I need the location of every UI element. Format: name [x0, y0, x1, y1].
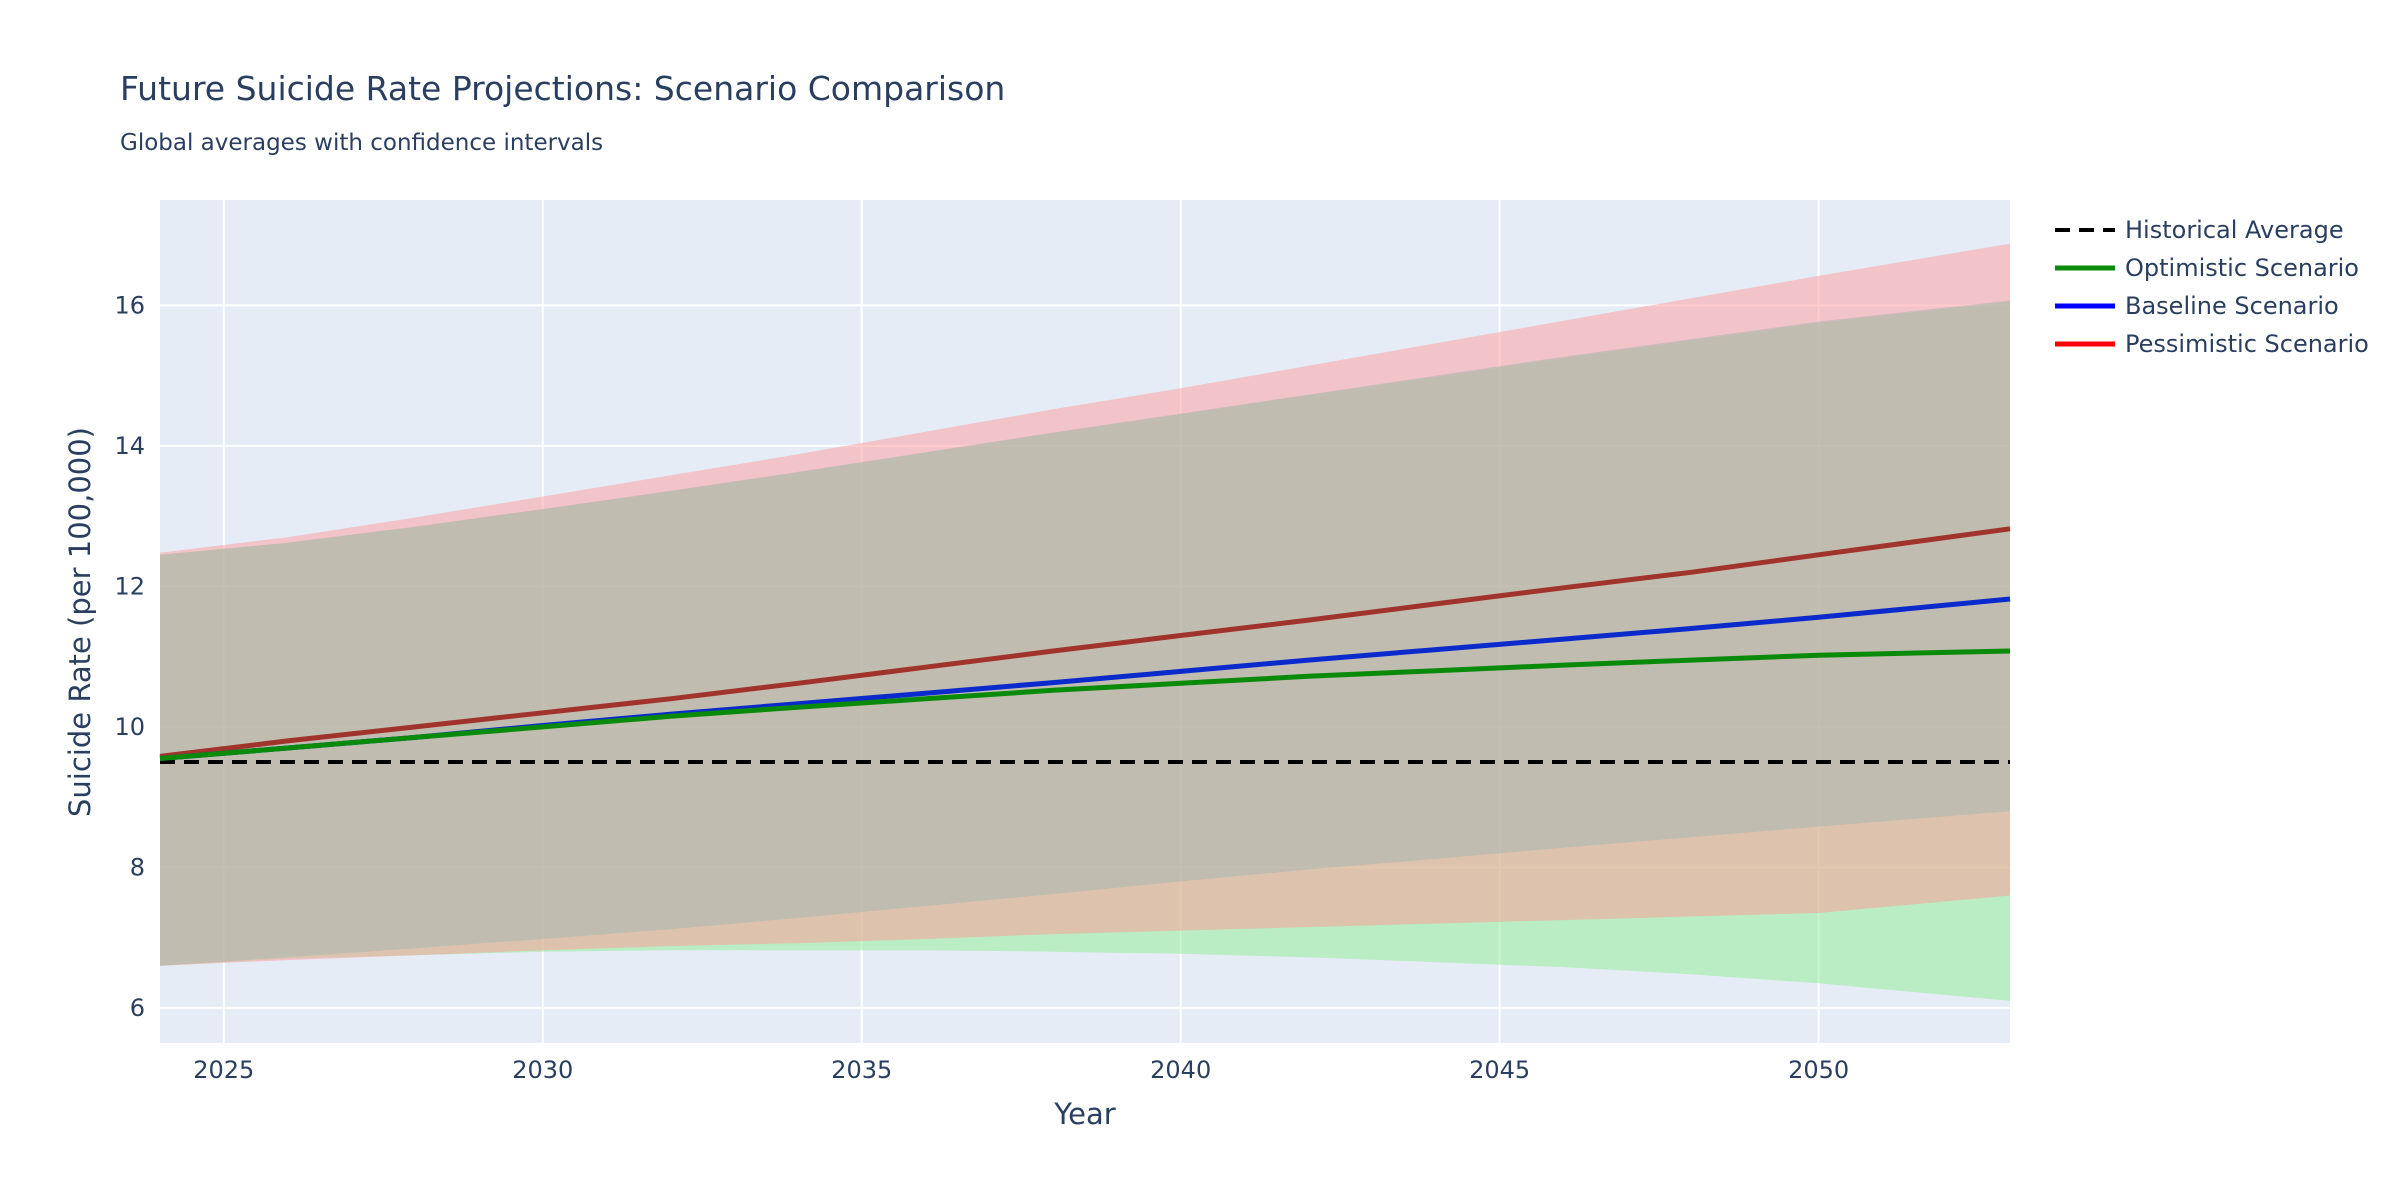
x-axis-title: Year: [1053, 1097, 1115, 1131]
legend-item-optimistic[interactable]: Optimistic Scenario: [2055, 254, 2359, 282]
x-tick-label-2040: 2040: [1150, 1056, 1211, 1084]
x-tick-label-2045: 2045: [1469, 1056, 1530, 1084]
confidence-bands: [160, 243, 2010, 1001]
legend-label-baseline: Baseline Scenario: [2125, 292, 2339, 320]
y-axis-title: Suicide Rate (per 100,000): [63, 427, 97, 817]
y-tick-label-8: 8: [130, 853, 145, 881]
legend-label-historical-average: Historical Average: [2125, 216, 2344, 244]
legend-label-pessimistic: Pessimistic Scenario: [2125, 330, 2369, 358]
legend-item-pessimistic[interactable]: Pessimistic Scenario: [2055, 330, 2369, 358]
line-pessimistic-scenario: [159, 526, 2011, 759]
x-tick-label-2035: 2035: [831, 1056, 892, 1084]
x-tick-label-2030: 2030: [512, 1056, 573, 1084]
y-tick-label-10: 10: [114, 713, 145, 741]
y-tick-label-14: 14: [114, 432, 145, 460]
chart-title: Future Suicide Rate Projections: Scenari…: [120, 69, 1005, 108]
band-pessimistic-scenario: [160, 243, 2010, 966]
legend-item-baseline[interactable]: Baseline Scenario: [2055, 292, 2339, 320]
y-tick-label-16: 16: [114, 291, 145, 319]
tick-labels: 2025 2030 2035 2040 2045 2050 6 8 10 12 14 16: [114, 291, 1849, 1084]
legend: Historical Average Optimistic Scenario B…: [2055, 216, 2369, 358]
legend-item-historical-average[interactable]: Historical Average: [2055, 216, 2344, 244]
x-tick-label-2025: 2025: [193, 1056, 254, 1084]
line-optimistic-scenario: [159, 648, 2011, 761]
chart-subtitle: Global averages with confidence interval…: [120, 130, 603, 156]
y-tick-label-12: 12: [114, 572, 145, 600]
legend-label-optimistic: Optimistic Scenario: [2125, 254, 2359, 282]
x-tick-label-2050: 2050: [1788, 1056, 1849, 1084]
series-lines: [159, 526, 2011, 761]
y-tick-label-6: 6: [130, 994, 145, 1022]
